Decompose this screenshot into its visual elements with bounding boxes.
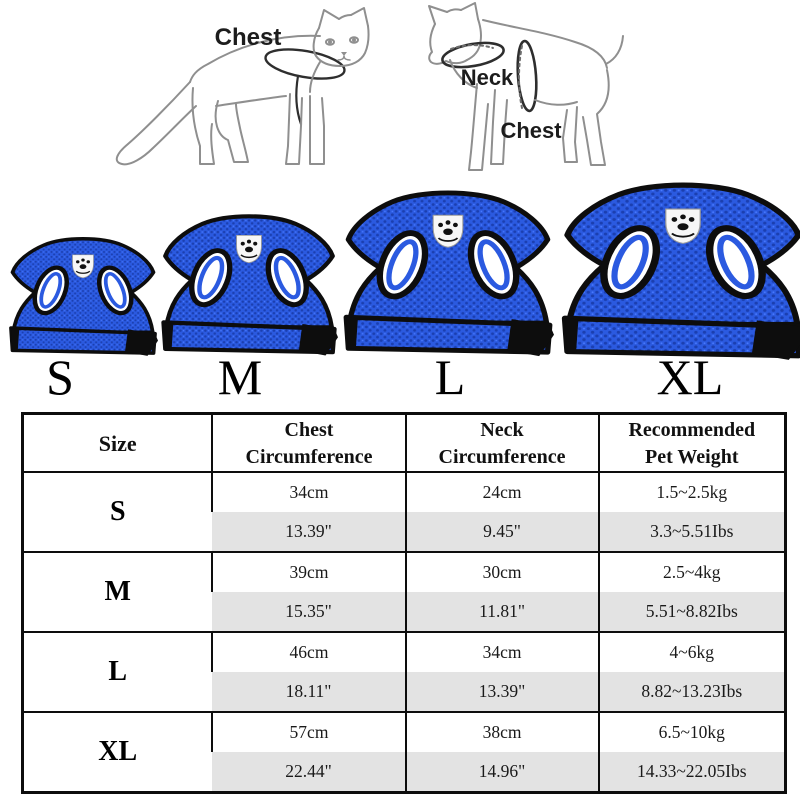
weight-lb-cell: 8.82~13.23Ibs [597,672,786,712]
weight-kg-cell: 2.5~4kg [597,551,786,592]
size-letter-l: L [434,349,466,405]
table-row-m-cm: M 39cm 30cm 2.5~4kg [22,551,786,632]
harness-photo-xl [560,181,800,363]
table-row-s-inch: 13.39" 9.45" 3.3~5.51Ibs [23,512,786,552]
neck-in-cell: 13.39" [404,672,599,712]
chest-in-cell: 18.11" [212,672,406,712]
table-row-m-inch: 15.35" 11.81" 5.51~8.82Ibs [23,592,786,632]
harness-photo-l [342,189,554,359]
weight-kg-cell: 1.5~2.5kg [597,471,786,512]
dog-neck-label: Neck [460,65,514,90]
table-header-row: Size Chest Circumference Neck Circumfere… [22,413,786,473]
chest-cm-cell: 39cm [211,551,406,592]
chest-cm-cell: 46cm [211,631,406,672]
weight-lb-cell: 5.51~8.82Ibs [597,592,786,632]
chest-in-cell: 22.44" [212,752,406,792]
weight-lb-cell: 3.3~5.51Ibs [597,512,786,552]
header-recommended-pet-weight: Recommended Pet Weight [597,413,786,473]
weight-kg-cell: 4~6kg [597,631,786,672]
table-row-xl-cm: XL 57cm 38cm 6.5~10kg [22,711,786,792]
harness-photo-m [160,213,338,358]
neck-cm-cell: 30cm [404,551,599,592]
table-row-l-cm: L 46cm 34cm 4~6kg [22,631,786,712]
neck-in-cell: 14.96" [404,752,599,792]
chest-in-cell: 13.39" [212,512,406,552]
neck-cm-cell: 38cm [404,711,599,752]
neck-in-cell: 9.45" [404,512,599,552]
header-chest-circumference: Chest Circumference [211,413,406,473]
neck-cm-cell: 24cm [404,471,599,512]
size-cell-s: S [22,471,213,552]
neck-cm-cell: 34cm [404,631,599,672]
chest-in-cell: 15.35" [212,592,406,632]
weight-kg-cell: 6.5~10kg [597,711,786,752]
size-letter-s: S [46,349,74,405]
chest-cm-cell: 57cm [211,711,406,752]
weight-lb-cell: 14.33~22.05Ibs [597,752,786,792]
header-size: Size [22,413,213,473]
size-chart-table: Size Chest Circumference Neck Circumfere… [21,412,787,794]
cat-chest-label: Chest [214,24,282,51]
table-row-s-cm: S 34cm 24cm 1.5~2.5kg [22,471,786,552]
dog-measurement-diagram [428,2,624,171]
size-letter-m: M [217,349,263,405]
size-cell-l: L [22,631,213,712]
cat-measurement-diagram [115,7,370,166]
table-row-xl-inch: 22.44" 14.96" 14.33~22.05Ibs [23,752,786,792]
size-cell-xl: XL [22,711,213,792]
table-row-l-inch: 18.11" 13.39" 8.82~13.23Ibs [23,672,786,712]
size-cell-m: M [22,551,213,632]
chest-cm-cell: 34cm [211,471,406,512]
size-letter-xl: XL [656,349,724,405]
dog-chest-label: Chest [500,118,562,143]
neck-in-cell: 11.81" [404,592,599,632]
header-neck-circumference: Neck Circumference [404,413,599,473]
harness-photo-s [8,236,158,358]
